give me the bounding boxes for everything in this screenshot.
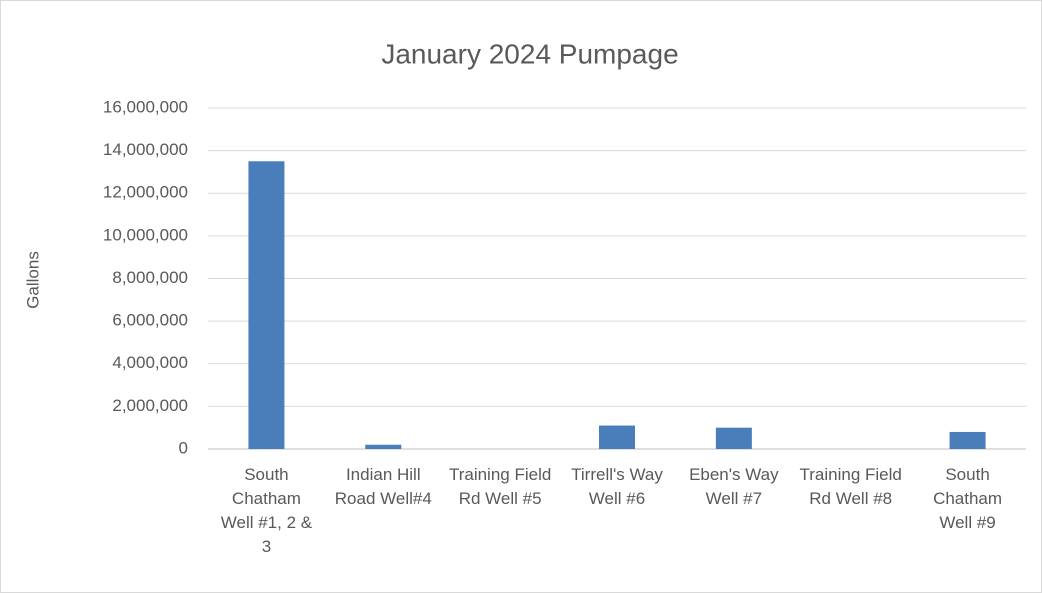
y-axis-label: Gallons [23,251,42,309]
y-tick-label: 4,000,000 [112,353,188,372]
y-tick-label: 12,000,000 [103,183,188,202]
x-tick-label: Tirrell's Way Well #6 [571,465,663,508]
x-tick-label: Eben's Way Well #7 [689,465,779,508]
x-tick-label: Training Field Rd Well #8 [799,465,902,508]
x-tick-label: South Chatham Well #9 [933,465,1003,532]
y-tick-label: 6,000,000 [112,311,188,330]
y-tick-label: 0 [179,438,188,457]
bar [365,444,402,449]
y-tick-label: 14,000,000 [103,140,188,159]
bar [715,427,752,449]
x-tick-label: Training Field Rd Well #5 [448,465,552,508]
bar [949,431,986,449]
bar [599,425,635,449]
bar [248,161,285,449]
y-tick-label: 16,000,000 [103,97,188,116]
x-tick-label: South Chatham Well #1, 2 & 3 [220,465,313,556]
chart-title: January 2024 Pumpage [381,38,678,69]
y-tick-label: 2,000,000 [112,396,188,415]
x-tick-label: Indian Hill Road Well#4 [334,465,432,508]
y-tick-label: 10,000,000 [103,225,188,244]
y-tick-label: 8,000,000 [112,268,188,287]
